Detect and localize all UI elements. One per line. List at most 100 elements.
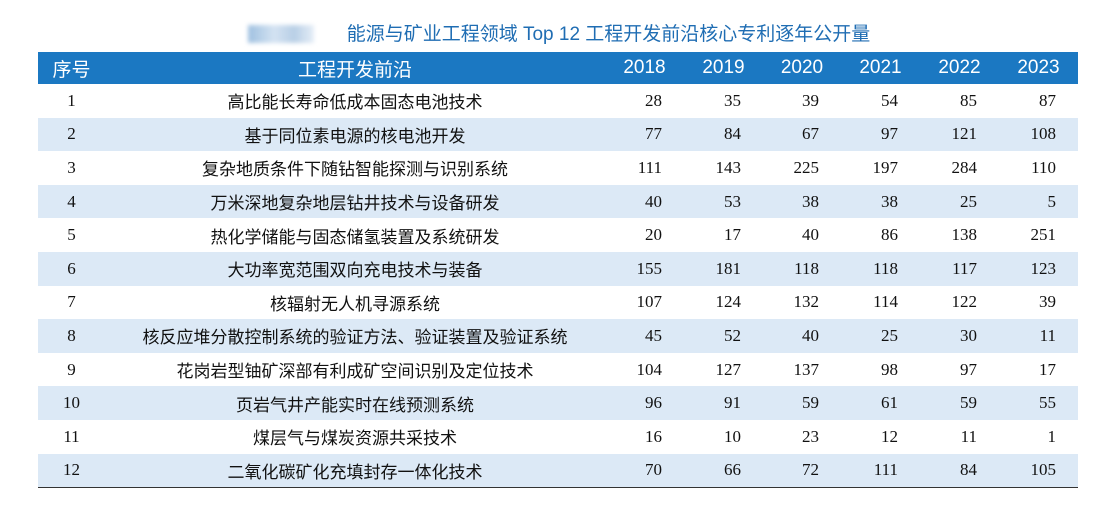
count-cell: 121	[920, 117, 999, 152]
count-cell: 124	[715, 292, 742, 312]
topic-cell: 基于同位素电源的核电池开发	[105, 117, 605, 152]
count-cell: 40	[763, 319, 841, 353]
logo	[248, 25, 314, 43]
count-cell: 107	[636, 292, 663, 312]
count-cell: 25	[920, 184, 999, 219]
count-cell: 38	[841, 184, 920, 219]
header-cell: 2021	[841, 52, 920, 84]
count-cell: 98	[881, 359, 898, 379]
count-cell: 122	[951, 292, 978, 312]
table-row: 3 复杂地质条件下随钻智能探测与识别系统 111 143 225 197 284 110	[38, 151, 1078, 185]
count-cell: 77	[605, 117, 684, 152]
topic-cell: 煤层气与煤炭资源共采技术	[253, 429, 457, 449]
count-cell: 84	[684, 117, 763, 152]
count-cell: 84	[920, 453, 999, 488]
header-row: 序号 工程开发前沿 2018 2019 2020 2021 2022 2023	[38, 52, 1078, 84]
count-cell: 105	[999, 453, 1078, 488]
index-cell: 10	[38, 386, 105, 420]
count-cell: 108	[999, 117, 1078, 152]
topic-cell: 二氧化碳矿化充填封存一体化技术	[105, 453, 605, 488]
count-cell: 138	[951, 225, 978, 245]
count-cell: 118	[763, 251, 841, 286]
index-cell: 9	[67, 359, 76, 379]
count-cell: 197	[872, 157, 899, 177]
count-cell: 20	[645, 225, 662, 245]
count-cell: 10	[724, 426, 741, 446]
count-cell: 54	[881, 90, 898, 110]
count-cell: 39	[802, 90, 819, 110]
count-cell: 5	[999, 184, 1078, 219]
header-cell: 工程开发前沿	[105, 52, 605, 84]
count-cell: 70	[605, 453, 684, 488]
count-cell: 61	[841, 386, 920, 420]
table-row: 11 煤层气与煤炭资源共采技术 16 10 23 12 11 1	[38, 420, 1078, 454]
count-cell: 17	[724, 225, 741, 245]
count-cell: 110	[1031, 157, 1056, 177]
count-cell: 52	[684, 319, 763, 353]
header-cell: 2020	[763, 52, 841, 84]
count-cell: 114	[873, 292, 898, 312]
count-cell: 12	[881, 426, 898, 446]
count-cell: 40	[802, 225, 819, 245]
count-cell: 72	[763, 453, 841, 488]
count-cell: 132	[793, 292, 820, 312]
count-cell: 59	[763, 386, 841, 420]
count-cell: 53	[684, 184, 763, 219]
topic-cell: 页岩气井产能实时在线预测系统	[105, 386, 605, 420]
table-row: 7 核辐射无人机寻源系统 107 124 132 114 122 39	[38, 286, 1078, 320]
topic-cell: 热化学储能与固态储氢装置及系统研发	[210, 227, 500, 247]
count-cell: 23	[802, 426, 819, 446]
count-cell: 181	[684, 251, 763, 286]
index-cell: 11	[63, 426, 80, 446]
count-cell: 11	[960, 426, 977, 446]
table-row: 8 核反应堆分散控制系统的验证方法、验证装置及验证系统 45 52 40 25 30 11	[38, 319, 1078, 353]
count-cell: 66	[684, 453, 763, 488]
count-cell: 111	[841, 453, 920, 488]
count-cell: 117	[920, 251, 999, 286]
header-cell: 2023	[999, 52, 1078, 84]
count-cell: 118	[841, 251, 920, 286]
topic-cell: 核辐射无人机寻源系统	[270, 294, 440, 314]
count-cell: 45	[605, 319, 684, 353]
table-row: 9 花岗岩型铀矿深部有利成矿空间识别及定位技术 104 127 137 98 97 17	[38, 353, 1078, 387]
topic-cell: 花岗岩型铀矿深部有利成矿空间识别及定位技术	[176, 362, 534, 382]
count-cell: 39	[1039, 292, 1056, 312]
table-row: 4 万米深地复杂地层钻井技术与设备研发 40 53 38 38 25 5	[38, 184, 1078, 219]
index-cell: 8	[38, 319, 105, 353]
count-cell: 40	[605, 184, 684, 219]
index-cell: 5	[67, 225, 76, 245]
topic-cell: 复杂地质条件下随钻智能探测与识别系统	[202, 160, 508, 180]
count-cell: 97	[960, 359, 977, 379]
count-cell: 35	[724, 90, 741, 110]
count-cell: 59	[920, 386, 999, 420]
count-cell: 55	[999, 386, 1078, 420]
count-cell: 28	[645, 90, 662, 110]
index-cell: 4	[38, 184, 105, 219]
table-row: 2 基于同位素电源的核电池开发 77 84 67 97 121 108	[38, 117, 1078, 152]
count-cell: 16	[645, 426, 662, 446]
count-cell: 1	[1047, 426, 1057, 446]
count-cell: 11	[999, 319, 1078, 353]
header-cell: 序号	[38, 52, 105, 84]
topic-cell: 高比能长寿命低成本固态电池技术	[227, 93, 483, 113]
count-cell: 25	[841, 319, 920, 353]
count-cell: 143	[715, 157, 742, 177]
count-cell: 86	[881, 225, 898, 245]
count-cell: 97	[841, 117, 920, 152]
table-row: 5 热化学储能与固态储氢装置及系统研发 20 17 40 86 138 251	[38, 218, 1078, 252]
table-body: 1 高比能长寿命低成本固态电池技术 28 35 39 54 85 87 2 基于同位素电源的核电池…	[38, 84, 1078, 488]
header-cell: 2018	[605, 52, 684, 84]
title-bar: 能源与矿业工程领域 Top 12 工程开发前沿核心专利逐年公开量	[0, 22, 1117, 48]
count-cell: 30	[920, 319, 999, 353]
index-cell: 12	[38, 453, 105, 488]
table-row: 6 大功率宽范围双向充电技术与装备 155 181 118 118 117 123	[38, 251, 1078, 286]
count-cell: 137	[793, 359, 820, 379]
count-cell: 38	[763, 184, 841, 219]
index-cell: 3	[67, 157, 76, 177]
count-cell: 67	[763, 117, 841, 152]
index-cell: 2	[38, 117, 105, 152]
count-cell: 155	[605, 251, 684, 286]
count-cell: 104	[636, 359, 663, 379]
count-cell: 91	[684, 386, 763, 420]
